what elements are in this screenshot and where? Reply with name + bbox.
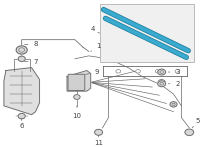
Circle shape <box>18 113 25 119</box>
Text: 5: 5 <box>192 118 200 128</box>
Text: 9: 9 <box>86 69 99 75</box>
Polygon shape <box>4 68 39 115</box>
Circle shape <box>158 81 166 87</box>
Bar <box>100 4 194 62</box>
Circle shape <box>158 69 166 75</box>
Polygon shape <box>67 71 91 91</box>
Text: 8: 8 <box>24 41 38 47</box>
Text: 3: 3 <box>168 69 180 75</box>
Text: 7: 7 <box>24 59 38 65</box>
Circle shape <box>18 56 25 61</box>
Circle shape <box>116 70 121 73</box>
Circle shape <box>136 70 140 73</box>
Circle shape <box>175 70 180 73</box>
Text: 1: 1 <box>91 43 101 51</box>
Circle shape <box>185 129 194 136</box>
Circle shape <box>74 95 80 99</box>
Circle shape <box>158 80 165 85</box>
FancyBboxPatch shape <box>68 74 85 90</box>
Circle shape <box>95 129 103 135</box>
Text: 6: 6 <box>19 119 24 129</box>
Text: 11: 11 <box>94 135 103 146</box>
Circle shape <box>155 70 160 73</box>
Circle shape <box>16 46 27 54</box>
Text: 4: 4 <box>91 26 100 33</box>
Text: 10: 10 <box>72 106 81 119</box>
Circle shape <box>170 102 177 107</box>
Text: 2: 2 <box>168 81 180 87</box>
